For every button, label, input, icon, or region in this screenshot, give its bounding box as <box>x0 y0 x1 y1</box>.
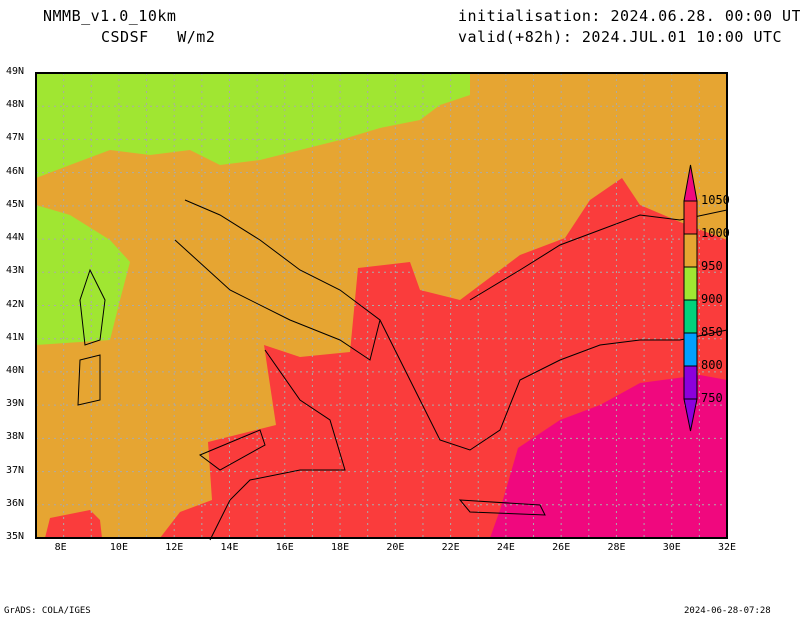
footer-timestamp: 2024-06-28-07:28 <box>684 606 771 616</box>
lat-tick-label: 45N <box>6 198 25 210</box>
field-red-sw <box>45 510 102 538</box>
lat-tick-label: 36N <box>6 497 25 509</box>
lon-tick-label: 10E <box>109 542 128 553</box>
color-legend <box>683 164 698 432</box>
footer-credit: GrADS: COLA/IGES <box>4 606 91 616</box>
lon-tick-label: 12E <box>165 542 184 553</box>
model-title: NMMB_v1.0_10km <box>43 7 177 25</box>
legend-swatch <box>683 233 698 268</box>
variable-title: CSDSF W/m2 <box>101 28 216 46</box>
legend-swatch <box>683 200 698 235</box>
map-frame <box>35 72 728 539</box>
lat-tick-label: 35N <box>6 531 25 542</box>
valid-time: valid(+82h): 2024.JUL.01 10:00 UTC <box>458 28 783 46</box>
lat-tick-label: 40N <box>6 364 25 376</box>
legend-level-label: 900 <box>701 292 723 306</box>
legend-level-label: 800 <box>701 358 723 372</box>
legend-level-label: 1000 <box>701 226 730 240</box>
legend-level-label: 750 <box>701 391 723 405</box>
lon-tick-label: 16E <box>275 542 294 553</box>
legend-swatch <box>683 332 698 367</box>
lon-tick-label: 20E <box>386 542 405 553</box>
lat-tick-label: 44N <box>6 232 25 244</box>
lat-tick-label: 37N <box>6 464 25 476</box>
lat-tick-label: 49N <box>6 66 25 77</box>
grid-lines <box>36 73 727 538</box>
lon-tick-label: 18E <box>331 542 350 553</box>
legend-level-label: 850 <box>701 325 723 339</box>
legend-swatch <box>683 266 698 301</box>
field-green-north <box>36 73 470 178</box>
init-time: initialisation: 2024.06.28. 00:00 UTC <box>458 7 800 25</box>
lat-tick-label: 39N <box>6 398 25 410</box>
legend-bottom-triangle <box>683 398 698 432</box>
lat-tick-label: 43N <box>6 265 25 277</box>
legend-swatch <box>683 365 698 400</box>
lon-tick-label: 14E <box>220 542 239 553</box>
lon-tick-label: 28E <box>607 542 626 553</box>
lat-tick-label: 46N <box>6 165 25 177</box>
lon-tick-label: 30E <box>662 542 681 553</box>
lon-tick-label: 8E <box>54 542 67 553</box>
lat-tick-label: 42N <box>6 298 25 310</box>
field-magenta <box>490 375 727 538</box>
field-green-west <box>36 205 130 345</box>
legend-level-label: 1050 <box>701 193 730 207</box>
lon-tick-label: 24E <box>496 542 515 553</box>
legend-level-label: 950 <box>701 259 723 273</box>
lon-tick-label: 26E <box>552 542 571 553</box>
lon-tick-label: 22E <box>441 542 460 553</box>
lon-tick-label: 32E <box>718 542 737 553</box>
lat-tick-label: 41N <box>6 331 25 343</box>
coastlines <box>77 199 728 541</box>
lat-tick-label: 38N <box>6 431 25 443</box>
legend-swatch <box>683 299 698 334</box>
lat-tick-label: 47N <box>6 132 25 144</box>
lat-tick-label: 48N <box>6 99 25 111</box>
